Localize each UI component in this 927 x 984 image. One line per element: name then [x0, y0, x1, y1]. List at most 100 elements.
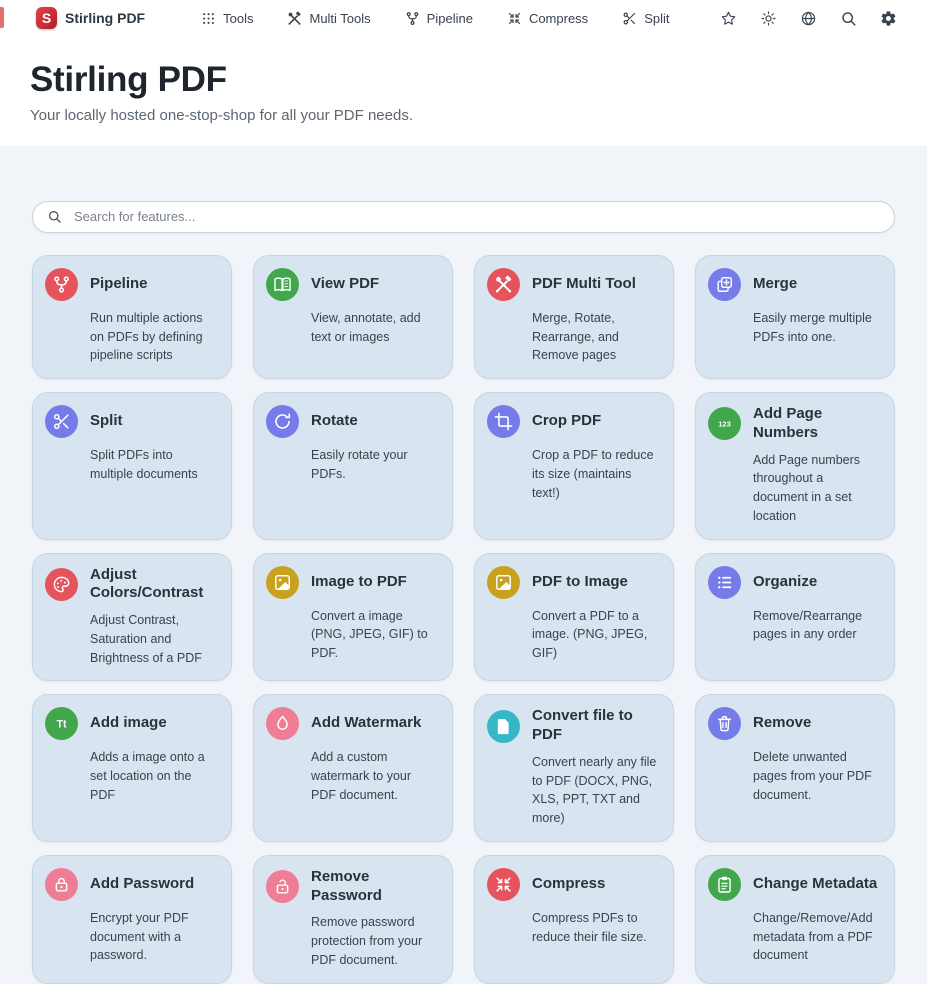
card-title: Split [90, 412, 123, 430]
card-description: Split PDFs into multiple documents [90, 448, 198, 481]
pipeline-icon [45, 267, 78, 301]
feature-search-bar[interactable] [32, 200, 895, 233]
nav-item-pipeline[interactable]: Pipeline [405, 11, 473, 26]
hero: Stirling PDF Your locally hosted one-sto… [0, 34, 927, 146]
card-title: Add Page Numbers [753, 405, 823, 441]
feature-grid: Pipeline Run multiple actions on PDFs by… [32, 254, 895, 984]
card-title: Rotate [311, 412, 358, 430]
card-title: Convert file to PDF [532, 707, 633, 743]
nav-action-settings[interactable] [880, 10, 897, 27]
page-title: Stirling PDF [30, 60, 227, 99]
compress-icon [507, 11, 522, 26]
clipboard-icon [708, 867, 741, 901]
search-icon [47, 209, 62, 224]
feature-card-change-metadata[interactable]: Change Metadata Change/Remove/Add metada… [695, 854, 895, 984]
palette-icon [45, 567, 78, 601]
feature-card-pdf-multi-tool[interactable]: PDF Multi Tool Merge, Rotate, Rearrange,… [474, 254, 674, 379]
stirling-logo-icon: S [36, 7, 57, 29]
card-title: PDF Multi Tool [532, 274, 636, 292]
list-icon [708, 565, 741, 599]
card-title: Merge [753, 274, 798, 292]
scissors-icon [622, 11, 637, 26]
card-title: Remove [753, 714, 812, 732]
card-description: Easily merge multiple PDFs into one. [753, 310, 872, 344]
brand-home-link[interactable]: S Stirling PDF [36, 7, 145, 29]
nav-action-theme-toggle[interactable] [760, 10, 777, 27]
image-icon [487, 565, 520, 599]
card-title: Change Metadata [753, 874, 878, 892]
navbar: S Stirling PDF Tools Multi Tools Pipelin… [0, 0, 927, 34]
feature-card-convert-file-to-pdf[interactable]: Convert file to PDF Convert nearly any f… [474, 694, 674, 842]
nav-items: Tools Multi Tools Pipeline Compress Spli… [201, 11, 669, 26]
card-description: Remove/Rearrange pages in any order [753, 608, 863, 642]
card-title: Compress [532, 874, 606, 892]
card-title: Adjust Colors/Contrast [90, 565, 204, 602]
nav-item-split[interactable]: Split [622, 11, 669, 26]
search-icon [840, 10, 857, 27]
droplet-icon [266, 707, 299, 741]
card-title: PDF to Image [532, 572, 628, 590]
feature-card-remove-password[interactable]: Remove Password Remove password protecti… [253, 854, 453, 984]
nav-action-language[interactable] [800, 10, 817, 27]
nav-item-multi-tools[interactable]: Multi Tools [287, 11, 371, 26]
onetwothree-icon [708, 407, 741, 441]
lock-icon [45, 867, 78, 901]
page-subtitle: Your locally hosted one-stop-shop for al… [30, 106, 413, 124]
rotate-icon [266, 405, 299, 438]
nav-item-tools[interactable]: Tools [201, 11, 253, 26]
tools-icon [487, 267, 520, 301]
nav-item-compress[interactable]: Compress [507, 11, 588, 26]
card-description: Convert a PDF to a image. (PNG, JPEG, GI… [532, 608, 648, 661]
card-description: Adjust Contrast, Saturation and Brightne… [90, 613, 202, 665]
nav-action-favourites[interactable] [720, 10, 737, 27]
feature-card-organize[interactable]: Organize Remove/Rearrange pages in any o… [695, 552, 895, 682]
feature-card-crop-pdf[interactable]: Crop PDF Crop a PDF to reduce its size (… [474, 392, 674, 540]
feature-card-rotate[interactable]: Rotate Easily rotate your PDFs. [253, 392, 453, 540]
card-title: Add image [90, 714, 167, 732]
card-description: Run multiple actions on PDFs by defining… [90, 310, 203, 363]
star-icon [720, 10, 737, 27]
feature-card-add-page-numbers[interactable]: Add Page Numbers Add Page numbers throug… [695, 392, 895, 540]
feature-card-compress[interactable]: Compress Compress PDFs to reduce their f… [474, 854, 674, 984]
card-description: View, annotate, add text or images [311, 310, 421, 344]
card-title: Add Password [90, 874, 195, 892]
feature-card-image-to-pdf[interactable]: Image to PDF Convert a image (PNG, JPEG,… [253, 552, 453, 682]
card-description: Change/Remove/Add metadata from a PDF do… [753, 910, 873, 963]
compress-icon [487, 867, 520, 901]
feature-card-merge[interactable]: Merge Easily merge multiple PDFs into on… [695, 254, 895, 379]
feature-card-remove[interactable]: Remove Delete unwanted pages from your P… [695, 694, 895, 842]
feature-card-pipeline[interactable]: Pipeline Run multiple actions on PDFs by… [32, 254, 232, 379]
card-title: Organize [753, 572, 818, 590]
brand-name: Stirling PDF [65, 10, 146, 26]
edge-artifact [0, 7, 4, 28]
feature-card-adjust-colors-contrast[interactable]: Adjust Colors/Contrast Adjust Contrast, … [32, 552, 232, 682]
merge-icon [708, 267, 741, 301]
card-title: Remove Password [311, 867, 382, 904]
search-input[interactable] [72, 208, 880, 226]
card-description: Add a custom watermark to your PDF docum… [311, 750, 412, 802]
card-description: Merge, Rotate, Rearrange, and Remove pag… [532, 310, 619, 363]
card-description: Add Page numbers throughout a document i… [753, 452, 861, 523]
card-title: View PDF [311, 274, 380, 292]
nav-action-search[interactable] [840, 10, 857, 27]
feature-card-view-pdf[interactable]: View PDF View, annotate, add text or ima… [253, 254, 453, 379]
card-title: Crop PDF [532, 412, 602, 430]
file-icon [487, 709, 520, 743]
card-description: Encrypt your PDF document with a passwor… [90, 910, 189, 963]
feature-card-pdf-to-image[interactable]: PDF to Image Convert a PDF to a image. (… [474, 552, 674, 682]
feature-card-split[interactable]: Split Split PDFs into multiple documents [32, 392, 232, 540]
card-description: Convert nearly any file to PDF (DOCX, PN… [532, 754, 657, 825]
card-title: Pipeline [90, 274, 148, 292]
nav-actions [720, 10, 897, 27]
feature-card-add-watermark[interactable]: Add Watermark Add a custom watermark to … [253, 694, 453, 842]
card-description: Delete unwanted pages from your PDF docu… [753, 750, 872, 802]
card-description: Adds a image onto a set location on the … [90, 750, 205, 802]
card-description: Remove password protection from your PDF… [311, 915, 423, 967]
feature-card-add-password[interactable]: Add Password Encrypt your PDF document w… [32, 854, 232, 984]
trash-icon [708, 707, 741, 741]
feature-card-add-image[interactable]: Add image Adds a image onto a set locati… [32, 694, 232, 842]
card-description: Convert a image (PNG, JPEG, GIF) to PDF. [311, 608, 428, 661]
gear-icon [880, 10, 897, 27]
crop-icon [487, 405, 520, 438]
image-icon [266, 565, 299, 599]
